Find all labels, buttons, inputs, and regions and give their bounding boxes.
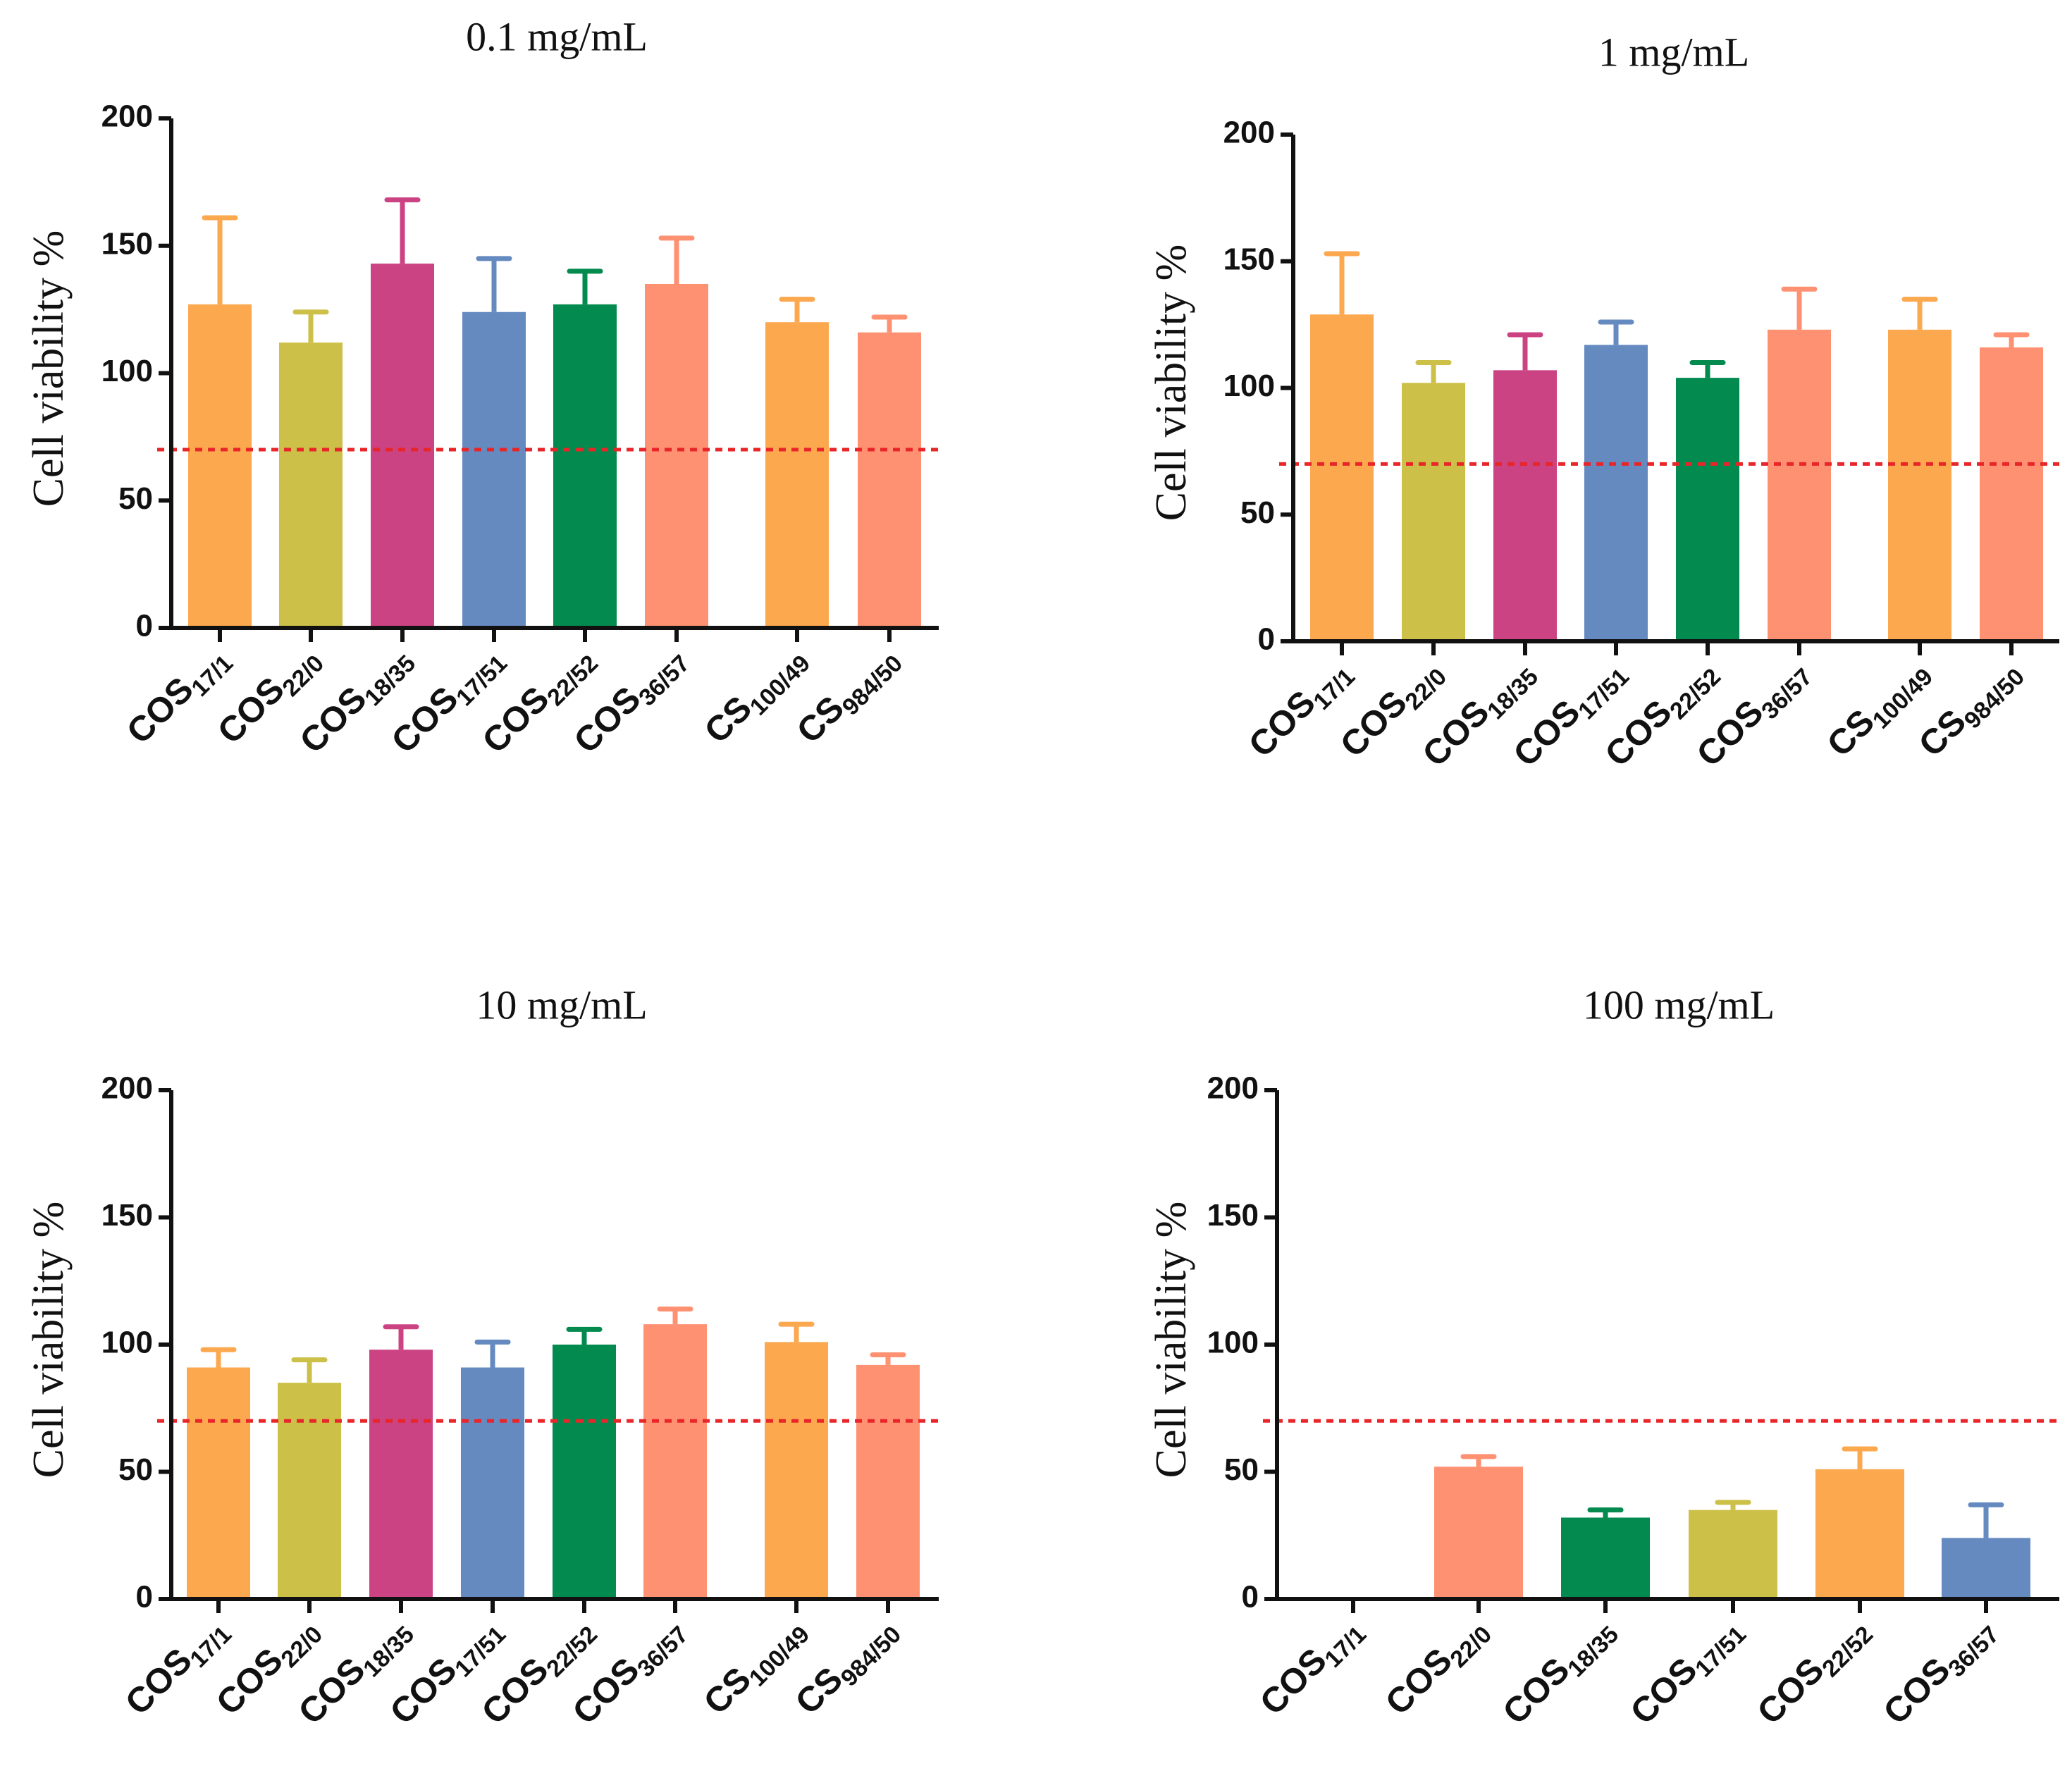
- x-tick-label: COS22/0: [1378, 1607, 1497, 1727]
- x-tick-label-sub: 22/52: [542, 650, 603, 711]
- x-tick-label-sub: 18/35: [359, 650, 421, 711]
- x-tick-label: COS18/35: [1495, 1607, 1624, 1736]
- x-tick-label: CS984/50: [789, 636, 908, 755]
- chart-panel-3: 10 mg/mL Cell viability % 0 50 100 150 200 COS1…: [25, 982, 939, 1732]
- x-tick-label: COS17/51: [1622, 1607, 1751, 1736]
- x-tick-label-sub: 36/57: [632, 1621, 693, 1682]
- x-tick-label: CS984/50: [1911, 650, 2030, 769]
- x-tick-label-sub: 18/35: [1562, 1621, 1624, 1682]
- y-tick-label: 0: [136, 1580, 153, 1615]
- x-tick-label-sub: 22/52: [1817, 1621, 1878, 1682]
- bar: [188, 304, 252, 628]
- chart-title: 0.1 mg/mL: [466, 13, 648, 59]
- x-tick-label-sub: 36/57: [634, 650, 695, 711]
- x-tick-label-sub: 984/50: [836, 1621, 906, 1691]
- x-tick-label-sub: 17/51: [1690, 1621, 1751, 1682]
- bar: [187, 1367, 250, 1599]
- y-tick-label: 200: [1223, 116, 1275, 150]
- x-tick-label: COS17/1: [119, 636, 238, 755]
- bar: [462, 311, 526, 628]
- y-tick-label: 100: [101, 354, 153, 388]
- bar: [1815, 1469, 1904, 1599]
- bar: [279, 342, 343, 628]
- x-tick-label-sub: 36/57: [1756, 663, 1818, 724]
- y-tick-label: 50: [118, 481, 153, 516]
- x-tick-label-sub: 18/35: [358, 1621, 419, 1682]
- y-tick-label: 200: [101, 1071, 153, 1106]
- y-tick-label: 200: [1207, 1071, 1259, 1106]
- x-tick-label: CS100/49: [1820, 650, 1939, 769]
- bar: [553, 304, 617, 628]
- y-axis-label: Cell viability %: [25, 230, 73, 507]
- y-tick-label: 50: [1240, 495, 1275, 530]
- x-tick-label: COS17/1: [1241, 650, 1360, 769]
- y-tick-label: 150: [101, 226, 153, 261]
- bar: [278, 1383, 341, 1599]
- chart-panel-2: 1 mg/mL Cell viability % 0 50 100 150 200 COS17…: [1147, 29, 2059, 774]
- x-tick-label-sub: 17/51: [450, 1621, 511, 1682]
- bar: [1768, 329, 1831, 641]
- bar: [1888, 329, 1951, 641]
- bar: [856, 1364, 920, 1599]
- bar: [1980, 347, 2043, 641]
- x-tick-label-sub: 22/52: [541, 1621, 603, 1682]
- y-tick-label: 150: [1207, 1198, 1259, 1233]
- y-tick-label: 0: [1242, 1580, 1259, 1615]
- y-axis-label: Cell viability %: [25, 1202, 73, 1478]
- x-tick-label: CS100/49: [697, 636, 816, 755]
- bar: [645, 283, 708, 628]
- y-tick-label: 200: [101, 99, 153, 134]
- chart-title: 1 mg/mL: [1598, 29, 1749, 75]
- y-axis-label: Cell viability %: [1147, 245, 1195, 521]
- x-tick-label-sub: 17/51: [451, 650, 512, 711]
- x-tick-label-sub: 984/50: [1959, 663, 2030, 734]
- bar: [1676, 378, 1739, 641]
- x-tick-label: CS984/50: [788, 1607, 907, 1727]
- chart-title: 100 mg/mL: [1583, 982, 1775, 1027]
- bar: [765, 322, 829, 628]
- bar: [553, 1345, 616, 1599]
- y-tick-label: 0: [1258, 622, 1275, 657]
- x-tick-label-sub: 17/51: [1573, 663, 1634, 724]
- x-tick-label: COS22/52: [1749, 1607, 1878, 1736]
- bar: [765, 1342, 828, 1599]
- x-tick-label-sub: 18/35: [1482, 663, 1543, 724]
- bar: [1493, 370, 1557, 641]
- chart-panel-1: 0.1 mg/mL Cell viability % 0 50 100 150 200 COS…: [25, 13, 939, 761]
- x-tick-label: COS36/57: [1875, 1607, 2004, 1736]
- bar: [369, 1350, 433, 1599]
- bar: [858, 332, 921, 628]
- x-tick-label: COS17/1: [1252, 1607, 1371, 1727]
- bar: [643, 1324, 707, 1599]
- y-tick-label: 0: [136, 609, 153, 643]
- y-tick-label: 100: [1223, 369, 1275, 403]
- x-tick-label-sub: 36/57: [1943, 1621, 2004, 1682]
- x-tick-label: COS17/1: [118, 1607, 237, 1727]
- x-tick-label: CS100/49: [696, 1607, 815, 1727]
- bar: [1434, 1467, 1523, 1599]
- chart-panel-4: 100 mg/mL Cell viability % 0 50 100 150 200 COS…: [1147, 982, 2059, 1736]
- y-axis-label: Cell viability %: [1147, 1202, 1195, 1478]
- bar: [1584, 345, 1648, 641]
- x-tick-label-sub: 22/52: [1665, 663, 1726, 724]
- y-tick-label: 150: [1223, 242, 1275, 276]
- y-tick-label: 50: [1224, 1452, 1259, 1487]
- bar: [461, 1367, 524, 1599]
- y-tick-label: 100: [101, 1326, 153, 1360]
- chart-title: 10 mg/mL: [476, 982, 647, 1027]
- y-tick-label: 100: [1207, 1326, 1259, 1360]
- y-tick-label: 150: [101, 1198, 153, 1233]
- bar: [371, 264, 434, 628]
- y-tick-label: 50: [118, 1452, 153, 1487]
- bar: [1689, 1510, 1777, 1599]
- bar: [1310, 314, 1374, 641]
- x-tick-label-sub: 984/50: [837, 650, 908, 720]
- bar: [1402, 383, 1465, 641]
- bar: [1942, 1538, 2030, 1599]
- bar: [1561, 1517, 1650, 1599]
